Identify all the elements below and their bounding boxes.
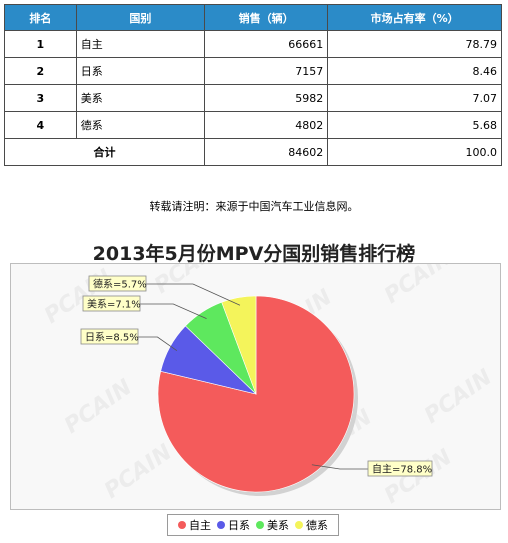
slice-label: 德系=5.7% bbox=[93, 278, 147, 291]
watermark-text: PCAIN bbox=[420, 365, 497, 429]
chart-title: 2013年5月份MPV分国别销售排行榜 bbox=[92, 243, 416, 265]
sales-cell: 66661 bbox=[203, 30, 329, 58]
watermark-text: PCAIN bbox=[380, 445, 457, 509]
plot-area: PCAINPCAINPCAINPCAINPCAINPCAINPCAINPCAIN… bbox=[10, 263, 501, 510]
slice-label: 自主=78.8% bbox=[372, 463, 432, 476]
table-row: 4 德系 4802 5.68 bbox=[4, 111, 502, 139]
pie-chart: PCAINPCAINPCAINPCAINPCAINPCAINPCAINPCAIN… bbox=[40, 264, 497, 509]
header-rank: 排名 bbox=[4, 4, 77, 31]
header-share: 市场占有率（%） bbox=[327, 4, 502, 31]
country-cell: 日系 bbox=[75, 57, 206, 85]
label-box bbox=[88, 275, 147, 292]
legend-swatch bbox=[295, 521, 303, 529]
country-cell: 美系 bbox=[75, 84, 206, 112]
total-label: 合计 bbox=[4, 138, 205, 166]
table-row: 3 美系 5982 7.07 bbox=[4, 84, 502, 112]
label-box bbox=[367, 460, 433, 477]
total-share: 100.0 bbox=[327, 138, 502, 166]
rank-cell: 1 bbox=[4, 30, 77, 58]
legend-swatch bbox=[178, 521, 186, 529]
pie-slice-0 bbox=[157, 295, 355, 493]
sales-table: 排名 国别 销售（辆） 市场占有率（%） 1 自主 66661 78.79 2 … bbox=[4, 4, 502, 166]
watermark-text: PCAIN bbox=[100, 440, 177, 504]
share-cell: 8.46 bbox=[327, 57, 502, 85]
rank-cell: 3 bbox=[4, 84, 77, 112]
legend-swatch bbox=[217, 521, 225, 529]
watermark-text: PCAIN bbox=[380, 264, 457, 309]
table-row: 1 自主 66661 78.79 bbox=[4, 30, 502, 58]
rank-cell: 4 bbox=[4, 111, 77, 139]
header-sales: 销售（辆） bbox=[203, 4, 329, 31]
label-connector bbox=[146, 283, 241, 306]
sales-cell: 7157 bbox=[203, 57, 329, 85]
share-cell: 7.07 bbox=[327, 84, 502, 112]
legend-item: 美系 bbox=[256, 517, 289, 533]
label-connector bbox=[311, 464, 368, 470]
legend-swatch bbox=[256, 521, 264, 529]
legend-item: 自主 bbox=[178, 517, 211, 533]
label-box bbox=[80, 328, 139, 345]
source-note: 转载请注明：来源于中国汽车工业信息网。 bbox=[149, 200, 359, 213]
legend-label: 德系 bbox=[306, 519, 328, 532]
label-box bbox=[82, 295, 141, 312]
legend-label: 美系 bbox=[267, 519, 289, 532]
sales-cell: 4802 bbox=[203, 111, 329, 139]
pie-slice-3 bbox=[221, 295, 257, 395]
rank-cell: 2 bbox=[4, 57, 77, 85]
slice-label: 美系=7.1% bbox=[87, 298, 141, 311]
table-header-row: 排名 国别 销售（辆） 市场占有率（%） bbox=[4, 4, 502, 31]
country-cell: 德系 bbox=[75, 111, 206, 139]
legend-item: 德系 bbox=[295, 517, 328, 533]
table-row: 2 日系 7157 8.46 bbox=[4, 57, 502, 85]
table-total-row: 合计 84602 100.0 bbox=[4, 138, 502, 166]
legend: 自主 日系 美系 德系 bbox=[167, 514, 339, 536]
share-cell: 5.68 bbox=[327, 111, 502, 139]
slice-label: 日系=8.5% bbox=[85, 332, 139, 344]
sales-cell: 5982 bbox=[203, 84, 329, 112]
label-connector bbox=[140, 303, 207, 319]
total-sales: 84602 bbox=[203, 138, 329, 166]
legend-item: 日系 bbox=[217, 517, 250, 533]
legend-label: 自主 bbox=[189, 519, 211, 532]
country-cell: 自主 bbox=[75, 30, 206, 58]
legend-label: 日系 bbox=[228, 519, 250, 532]
label-connector bbox=[138, 336, 178, 352]
watermark-text: PCAIN bbox=[60, 375, 137, 439]
header-country: 国别 bbox=[75, 4, 206, 31]
share-cell: 78.79 bbox=[327, 30, 502, 58]
